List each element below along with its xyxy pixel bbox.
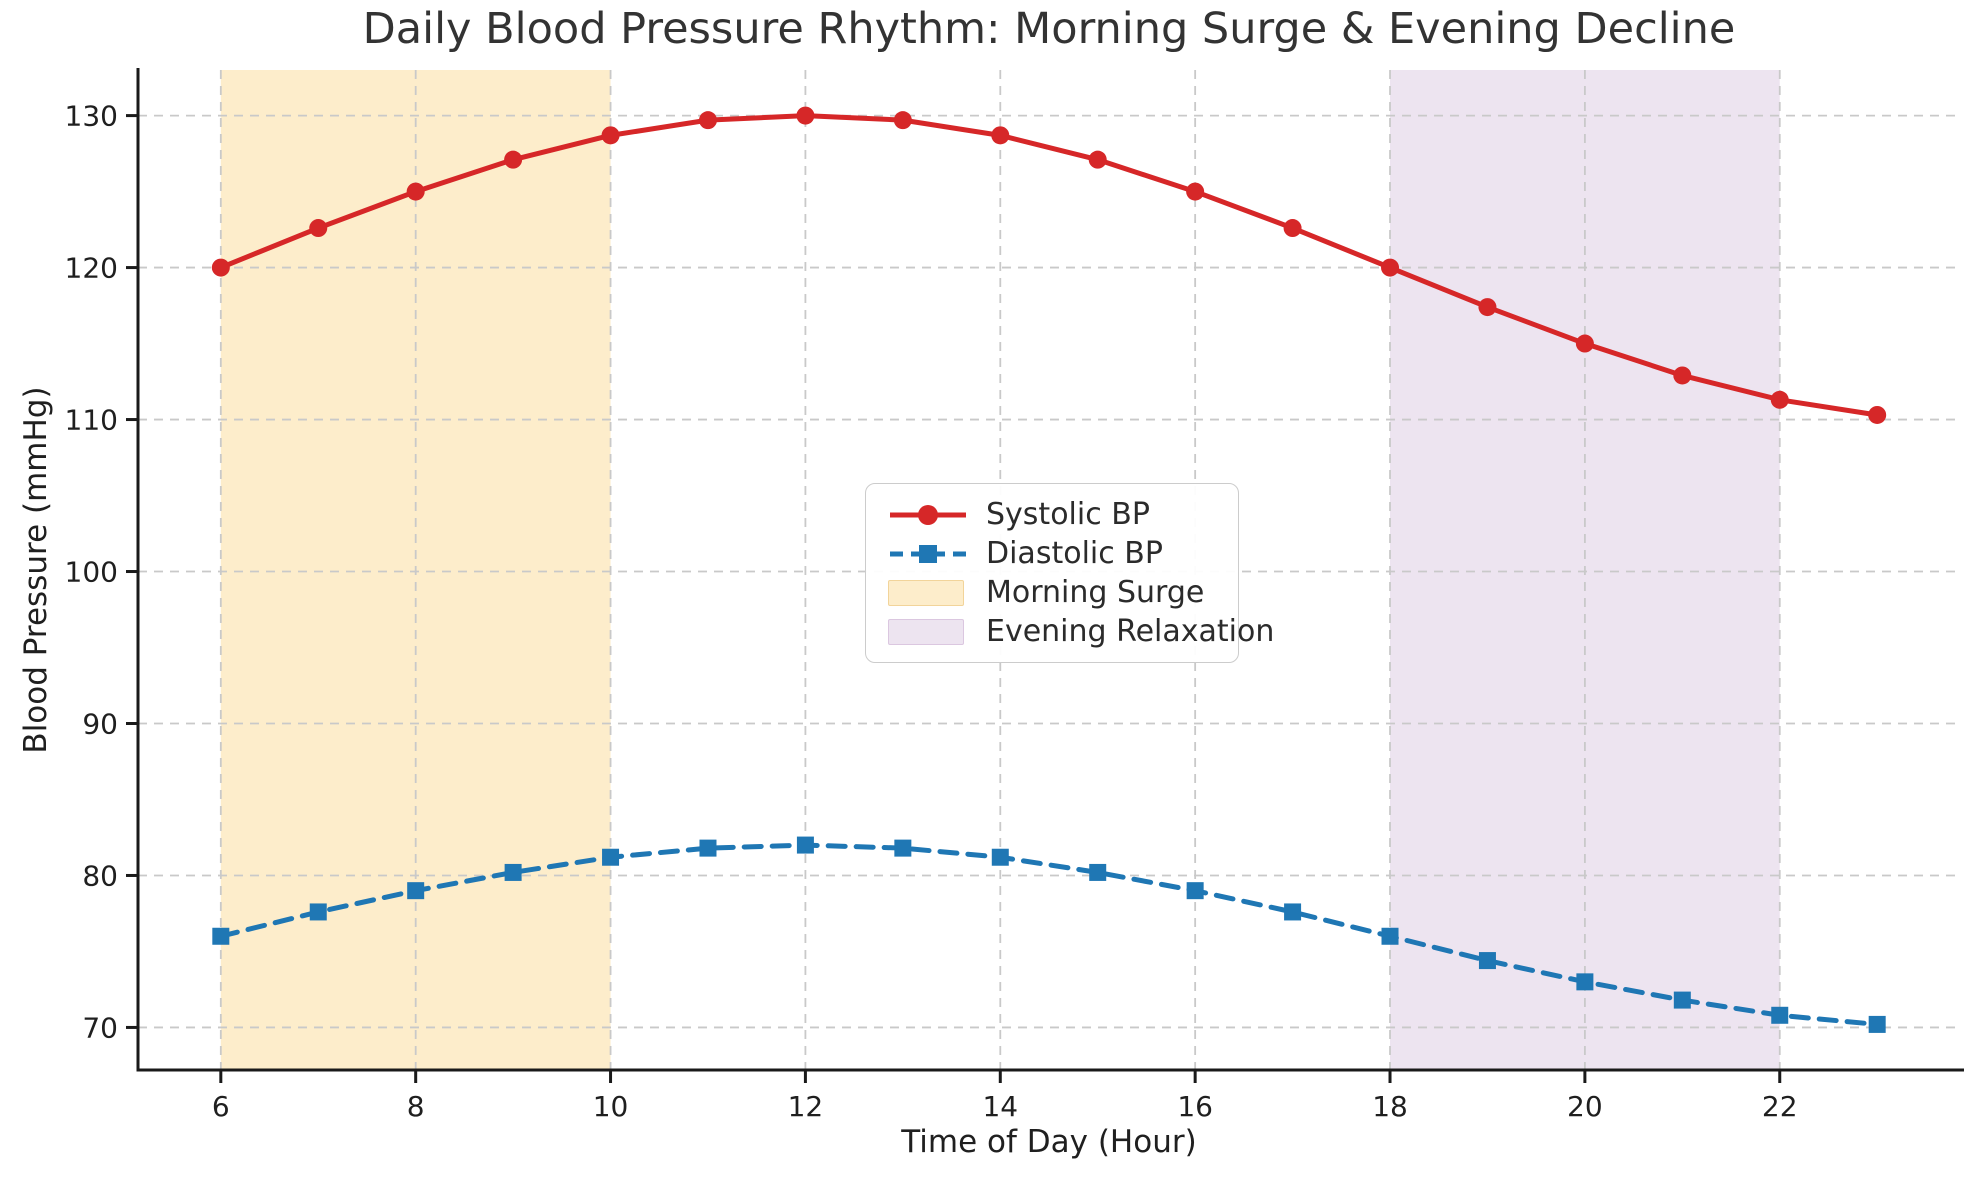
- data-point: [1381, 927, 1399, 945]
- data-point: [1771, 1006, 1789, 1024]
- legend-label: Systolic BP: [986, 497, 1150, 532]
- data-point: [796, 106, 815, 125]
- data-point: [407, 882, 425, 900]
- data-point: [1478, 952, 1496, 970]
- data-point: [1284, 903, 1302, 921]
- data-point: [1770, 390, 1789, 409]
- data-point: [1089, 863, 1107, 881]
- y-tick-label: 130: [65, 100, 118, 133]
- legend-patch-swatch: [888, 579, 968, 606]
- chart-title: Daily Blood Pressure Rhythm: Morning Sur…: [362, 4, 1736, 54]
- y-tick-label: 120: [65, 252, 118, 285]
- y-tick-label: 70: [82, 1011, 118, 1044]
- y-tick-label: 110: [65, 404, 118, 437]
- data-point: [1186, 882, 1204, 900]
- legend-line-swatch: [888, 537, 968, 571]
- data-point: [1088, 150, 1107, 169]
- x-axis-label: Time of Day (Hour): [901, 1124, 1197, 1160]
- y-axis-label: Blood Pressure (mmHg): [18, 386, 54, 754]
- legend-item-evening-relaxation: Evening Relaxation: [888, 613, 1274, 650]
- data-point: [211, 258, 230, 277]
- data-point: [406, 182, 425, 201]
- data-point: [796, 836, 814, 854]
- data-point: [893, 111, 912, 130]
- legend-line-swatch: [888, 498, 968, 532]
- legend-label: Diastolic BP: [986, 536, 1163, 571]
- x-tick-label: 12: [788, 1090, 824, 1123]
- x-tick-label: 22: [1762, 1090, 1798, 1123]
- data-point: [601, 126, 620, 145]
- data-point: [698, 111, 717, 130]
- data-point: [1576, 973, 1594, 991]
- y-tick-label: 100: [65, 556, 118, 589]
- data-point: [1868, 405, 1887, 424]
- series-line-systolic-bp: [218, 113, 1880, 418]
- legend: Systolic BP Diastolic BP Morning Surge Even…: [865, 483, 1274, 663]
- y-tick-label: 90: [82, 707, 118, 740]
- data-point: [1381, 258, 1400, 277]
- y-tick-label: 80: [82, 859, 118, 892]
- data-point: [1673, 366, 1692, 385]
- data-point: [504, 863, 522, 881]
- data-point: [309, 903, 327, 921]
- legend-item-diastolic-bp: Diastolic BP: [888, 535, 1228, 572]
- data-point: [1868, 1015, 1886, 1033]
- x-tick-label: 8: [407, 1090, 425, 1123]
- data-point: [991, 848, 1009, 866]
- x-tick-label: 16: [1177, 1090, 1213, 1123]
- x-tick-label: 18: [1372, 1090, 1408, 1123]
- x-tick-label: 10: [593, 1090, 629, 1123]
- data-point: [1478, 298, 1497, 317]
- data-point: [1575, 334, 1594, 353]
- data-point: [1673, 991, 1691, 1009]
- data-point: [1283, 219, 1302, 238]
- legend-item-morning-surge: Morning Surge: [888, 574, 1228, 611]
- legend-item-systolic-bp: Systolic BP: [888, 496, 1228, 533]
- x-tick-label: 14: [982, 1090, 1018, 1123]
- x-tick-label: 20: [1567, 1090, 1603, 1123]
- data-point: [1186, 182, 1205, 201]
- data-point: [504, 150, 523, 169]
- data-point: [699, 839, 717, 857]
- data-point: [309, 219, 328, 238]
- x-tick-label: 6: [212, 1090, 230, 1123]
- data-point: [991, 126, 1010, 145]
- legend-label: Evening Relaxation: [986, 614, 1275, 649]
- data-point: [894, 839, 912, 857]
- data-point: [602, 848, 620, 866]
- legend-patch-swatch: [888, 618, 968, 645]
- series-line-diastolic-bp: [218, 842, 1880, 1027]
- data-point: [212, 927, 230, 945]
- legend-label: Morning Surge: [986, 575, 1205, 610]
